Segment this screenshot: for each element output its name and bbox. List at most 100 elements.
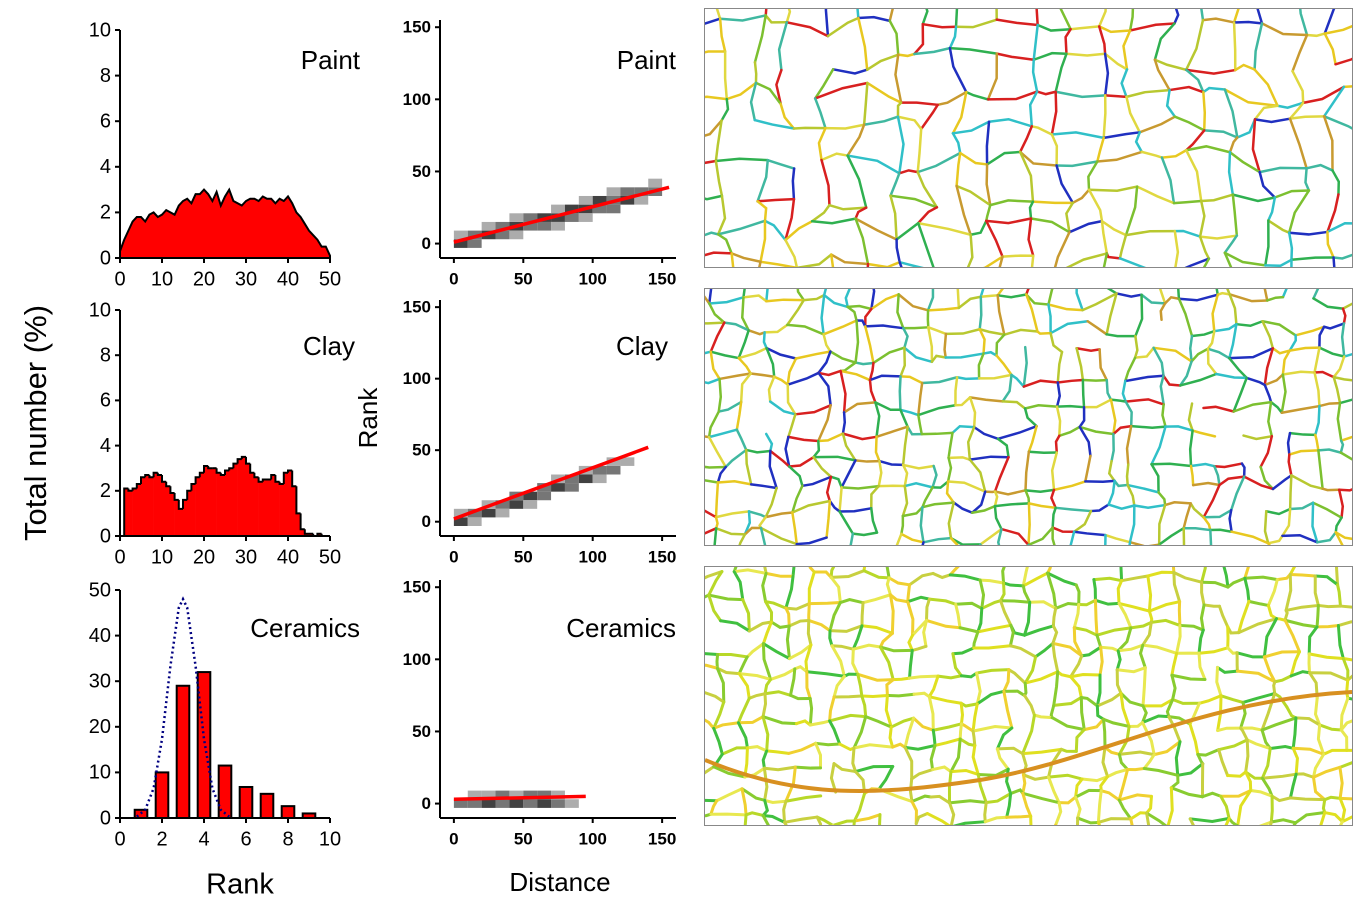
crack	[1216, 268, 1229, 273]
y-tick-label: 100	[403, 90, 431, 109]
density-cell	[564, 204, 579, 214]
crack	[1217, 738, 1249, 752]
crack	[996, 437, 1010, 459]
histogram-bar	[229, 468, 234, 536]
crack	[948, 46, 999, 55]
crack	[929, 794, 952, 805]
crack	[712, 765, 747, 779]
crack	[793, 665, 809, 674]
crack	[1117, 601, 1133, 630]
crack	[716, 653, 749, 659]
crack	[740, 787, 748, 817]
density-cell	[495, 500, 510, 509]
crack	[1215, 372, 1248, 380]
crack	[1225, 835, 1248, 837]
crack	[1072, 509, 1093, 533]
crack	[1270, 794, 1292, 803]
crack	[1117, 798, 1133, 821]
crack	[851, 643, 882, 651]
crack	[714, 510, 751, 519]
crack	[1095, 633, 1103, 649]
crack	[1022, 624, 1055, 637]
crack	[1340, 815, 1352, 824]
crack	[740, 272, 777, 274]
crack	[1165, 88, 1177, 118]
crack	[1008, 623, 1015, 648]
crack	[1058, 425, 1081, 438]
y-tick-label: 4	[100, 435, 111, 457]
crack	[959, 701, 964, 726]
crack	[708, 289, 713, 305]
crack	[777, 21, 789, 72]
crack	[984, 278, 1013, 279]
crack	[1184, 148, 1203, 203]
crack	[1184, 18, 1205, 72]
crack	[984, 792, 1013, 805]
crack	[1287, 189, 1311, 234]
crack	[1160, 148, 1188, 159]
density-cell	[537, 799, 552, 808]
crack	[878, 645, 914, 653]
crack	[759, 526, 767, 545]
crack	[787, 643, 813, 661]
crack	[839, 369, 847, 414]
crack	[829, 475, 843, 489]
density-cell	[537, 491, 552, 501]
crack	[761, 715, 770, 753]
crack	[1099, 789, 1121, 802]
crack	[1021, 791, 1061, 805]
crack	[1263, 383, 1273, 404]
density-cell	[578, 195, 593, 205]
crack	[1202, 483, 1221, 519]
density-cell	[564, 213, 579, 222]
crack	[1145, 811, 1151, 825]
crack	[1230, 530, 1270, 545]
crack	[978, 578, 1006, 585]
crack	[870, 268, 907, 272]
crack	[1165, 698, 1175, 719]
crack	[826, 16, 860, 38]
crack	[910, 768, 935, 781]
crack	[812, 570, 833, 579]
crack	[953, 838, 977, 842]
crack	[830, 253, 870, 266]
y-tick-label: 10	[89, 19, 111, 41]
crack	[1199, 193, 1235, 203]
crack	[903, 346, 934, 364]
crack	[708, 296, 745, 305]
crack	[910, 794, 933, 803]
panel-title: Clay	[303, 331, 355, 361]
histogram-bar	[145, 474, 150, 536]
density-cell	[453, 230, 468, 240]
crack	[742, 294, 768, 303]
crack	[1002, 689, 1027, 698]
crack	[983, 801, 988, 824]
crack	[715, 270, 740, 273]
density-cell	[523, 213, 538, 222]
crack	[846, 305, 858, 322]
crack	[788, 549, 808, 562]
crack	[837, 554, 861, 559]
crack	[1104, 533, 1107, 545]
crack	[1184, 145, 1232, 154]
crack	[1334, 567, 1340, 587]
crack	[813, 81, 869, 100]
crack	[1219, 794, 1231, 820]
crack	[978, 543, 982, 545]
crack	[822, 293, 849, 309]
crack	[1314, 404, 1321, 437]
crack	[927, 674, 940, 699]
histogram-bar	[216, 472, 222, 536]
crack	[1050, 451, 1059, 492]
histogram-outline	[135, 483, 141, 489]
crack	[986, 90, 1039, 101]
crack	[921, 486, 934, 509]
crack	[955, 184, 992, 207]
crack	[784, 602, 811, 611]
crack	[906, 595, 931, 604]
crack	[1128, 540, 1161, 545]
density-cell	[523, 790, 538, 800]
y-tick-label: 100	[403, 650, 431, 669]
crack	[692, 381, 696, 410]
